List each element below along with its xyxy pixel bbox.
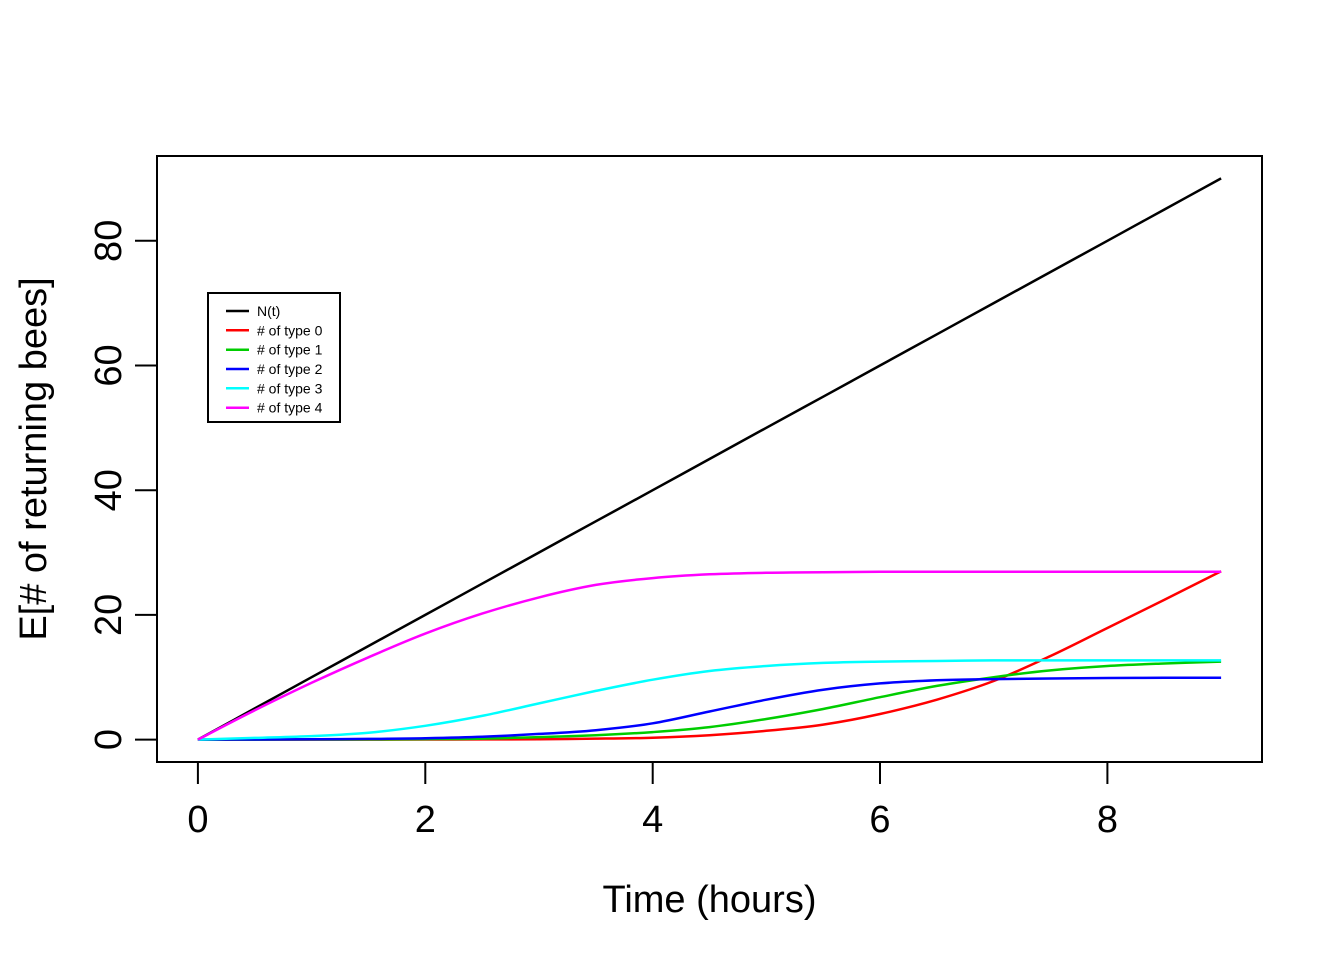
legend-label: # of type 0 bbox=[257, 322, 323, 338]
legend-label: N(t) bbox=[257, 303, 280, 319]
plot-box bbox=[156, 155, 1263, 763]
y-tick-label: 80 bbox=[88, 220, 130, 262]
series-line-n-t bbox=[197, 177, 1222, 741]
series-line-of-type-1 bbox=[197, 660, 1222, 741]
y-axis-label: E[# of returning bees] bbox=[13, 277, 55, 640]
x-tick-label: 6 bbox=[869, 799, 890, 841]
series-line-of-type-3 bbox=[197, 659, 1222, 741]
legend-box bbox=[207, 292, 341, 423]
x-tick-label: 4 bbox=[642, 799, 663, 841]
legend-label: # of type 2 bbox=[257, 361, 323, 377]
y-tick-label: 40 bbox=[88, 469, 130, 511]
x-tick-label: 0 bbox=[187, 799, 208, 841]
y-tick-label: 0 bbox=[88, 729, 130, 750]
y-tick-label: 60 bbox=[88, 344, 130, 386]
series-line-of-type-4 bbox=[197, 570, 1222, 741]
series-line-of-type-2 bbox=[197, 676, 1222, 741]
x-axis-label: Time (hours) bbox=[603, 879, 817, 921]
legend-label: # of type 3 bbox=[257, 380, 323, 396]
x-tick-label: 8 bbox=[1097, 799, 1118, 841]
x-tick-label: 2 bbox=[415, 799, 436, 841]
y-tick-label: 20 bbox=[88, 594, 130, 636]
legend-label: # of type 1 bbox=[257, 342, 323, 358]
legend-label: # of type 4 bbox=[257, 400, 323, 416]
